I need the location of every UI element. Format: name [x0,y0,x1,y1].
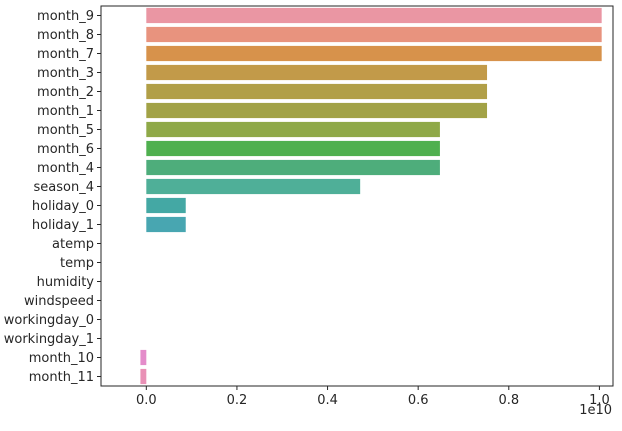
bar-month_6 [146,140,440,157]
plot-frame [100,5,614,387]
bar-month_2 [146,83,488,100]
x-tick-label: 0.6 [408,393,429,408]
bar-holiday_0 [146,197,186,214]
x-tick-label: 0.2 [227,393,248,408]
y-tick-label-workingday_1: workingday_1 [4,332,94,347]
y-tick-label-month_7: month_7 [37,47,94,62]
x-tick-label: 0.0 [136,393,157,408]
bar-month_8 [146,26,602,43]
x-ticks: 0.0 0.2 0.4 0.6 0.8 1.0 [136,386,610,408]
bar-month_4 [146,159,440,176]
y-tick-labels: month_9 month_8 month_7 month_3 month_2month… [4,9,101,385]
bar-month_7 [146,45,602,62]
x-tick-label: 0.8 [498,393,519,408]
x-tick-label: 0.4 [317,393,338,408]
bar-month_10 [140,349,147,366]
y-tick-label-holiday_0: holiday_0 [32,199,94,214]
y-tick-label-workingday_0: workingday_0 [4,313,94,328]
bar-holiday_1 [146,216,186,233]
y-tick-label-holiday_1: holiday_1 [32,218,94,233]
y-tick-label-month_8: month_8 [37,28,94,43]
y-tick-label-month_6: month_6 [37,142,94,157]
x-tick-label: 1.0 [589,393,610,408]
bar-month_9 [146,7,602,24]
y-tick-label-month_4: month_4 [37,161,94,176]
y-tick-label-month_1: month_1 [37,104,94,119]
y-tick-label-season_4: season_4 [34,180,94,195]
y-tick-label-month_5: month_5 [37,123,94,138]
bar-season_4 [146,178,361,195]
bar-month_11 [140,368,147,385]
x-axis-offset-label: 1e10 [579,403,612,418]
y-tick-label-temp: temp [60,256,94,271]
bar-month_5 [146,121,440,138]
y-tick-label-windspeed: windspeed [24,294,94,309]
bars-group [140,7,602,385]
y-tick-label-month_9: month_9 [37,9,94,24]
y-tick-label-month_10: month_10 [29,351,94,366]
y-tick-label-month_2: month_2 [37,85,94,100]
bar-month_1 [146,102,488,119]
y-tick-label-month_11: month_11 [29,370,94,385]
y-tick-label-month_3: month_3 [37,66,94,81]
y-tick-label-humidity: humidity [37,275,95,290]
y-tick-label-atemp: atemp [52,237,94,252]
bar-month_3 [146,64,488,81]
